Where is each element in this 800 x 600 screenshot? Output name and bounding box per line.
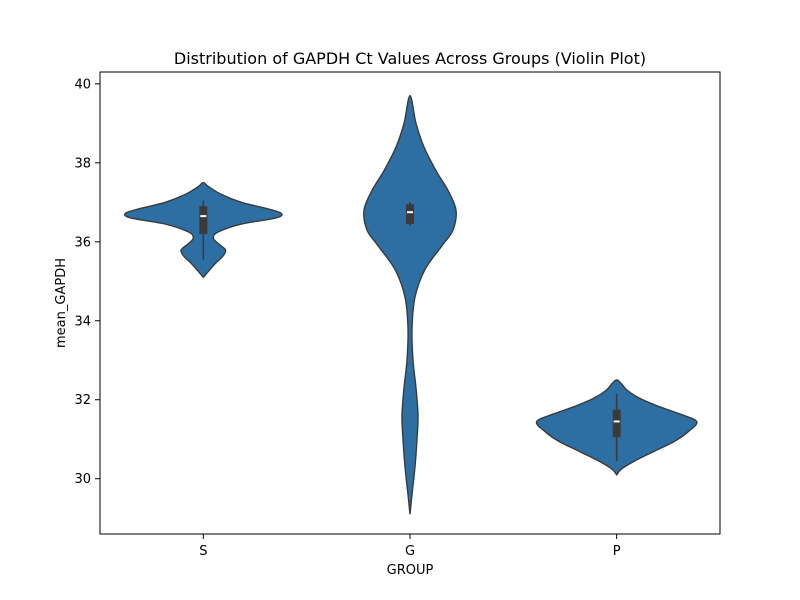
- x-tick-label-G: G: [405, 544, 415, 559]
- y-tick-label-0: 30: [74, 472, 91, 487]
- chart-title: Distribution of GAPDH Ct Values Across G…: [174, 49, 646, 68]
- violin-G: [363, 94, 457, 515]
- iqr-box-P: [612, 409, 621, 438]
- iqr-box-S: [199, 206, 208, 234]
- x-tick-label-P: P: [613, 544, 621, 559]
- y-tick-label-5: 40: [74, 77, 91, 92]
- iqr-box-G: [406, 204, 414, 225]
- y-axis: 30 32 34 36 38 40: [74, 77, 100, 487]
- x-axis-label: GROUP: [387, 563, 434, 578]
- y-tick-label-3: 36: [74, 235, 91, 250]
- y-axis-label: mean_GAPDH: [54, 258, 69, 348]
- violin-layer: [123, 94, 698, 515]
- y-tick-label-4: 38: [74, 156, 91, 171]
- x-tick-label-S: S: [199, 544, 207, 559]
- y-tick-label-1: 32: [74, 393, 91, 408]
- y-tick-label-2: 34: [74, 314, 91, 329]
